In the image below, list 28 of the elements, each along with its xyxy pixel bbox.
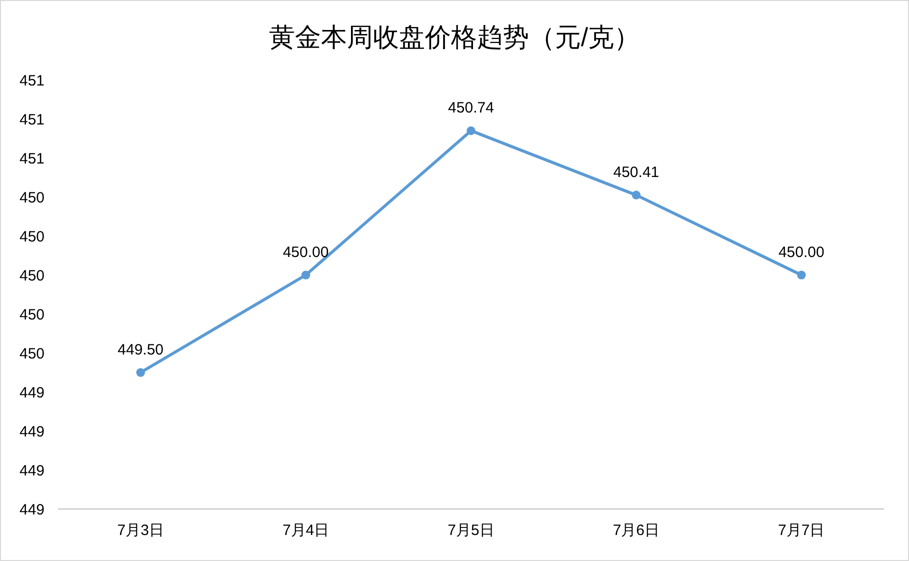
x-tick-label: 7月3日 — [117, 522, 164, 539]
text: 450.00 — [778, 244, 824, 261]
y-tick-label: 450 — [19, 189, 45, 206]
y-tick-label: 451 — [19, 72, 45, 90]
y-tick-label: 451 — [19, 111, 45, 128]
point — [301, 270, 310, 280]
y-tick-label: 449 — [19, 423, 45, 440]
point — [136, 368, 145, 377]
point — [466, 126, 476, 136]
y-tick-label: 449 — [19, 501, 45, 518]
y-tick-label: 450 — [19, 267, 45, 284]
x-tick-label: 7月4日 — [282, 522, 330, 539]
point — [632, 190, 641, 200]
text: 450.00 — [282, 244, 329, 261]
x-tick-label: 7月5日 — [448, 522, 494, 539]
y-tick-label: 450 — [19, 306, 45, 324]
y-tick-label: 450 — [19, 345, 45, 362]
text: 450.41 — [613, 164, 660, 182]
y-tick-label: 449 — [19, 462, 45, 480]
y-tick-label: 451 — [19, 150, 45, 168]
text: 449.50 — [118, 342, 164, 358]
chart-title: 黄金本周收盘价格趋势（元/克） — [268, 22, 640, 52]
point — [797, 270, 806, 280]
x-tick-label: 7月6日 — [612, 522, 660, 539]
y-tick-label: 449 — [19, 384, 45, 402]
x-tick-label: 7月7日 — [778, 522, 825, 539]
text: 450.74 — [448, 100, 494, 117]
y-tick-label: 450 — [19, 228, 45, 246]
